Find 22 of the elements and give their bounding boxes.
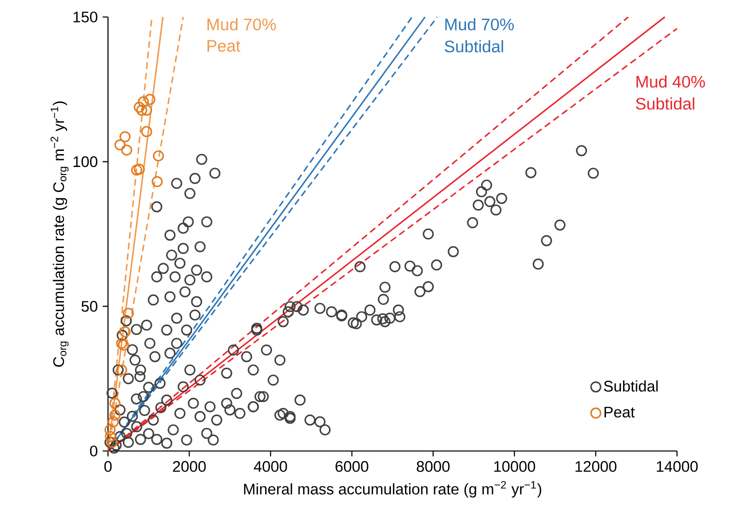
y-tick-label: 50 <box>82 300 98 312</box>
legend-label: Subtidal <box>604 380 658 392</box>
annotation: Subtidal <box>636 97 694 110</box>
text: C$_{org}$ accumulation rate (g C$_{org}$ m$^{−2}$ yr$^{−1}$) <box>50 101 69 367</box>
x-tick-label: 2000 <box>173 461 206 472</box>
annotation: Subtidal <box>444 40 504 52</box>
y-tick-label: 0 <box>90 446 98 456</box>
x-tick-label: 12000 <box>576 461 616 472</box>
x-tick-label: 6000 <box>336 461 368 472</box>
x-axis-title: Mineral mass accumulation rate (g m$^{−2}$ yr$^{−1}$) <box>244 481 542 498</box>
x-tick-label: 14000 <box>656 461 698 472</box>
x-tick-label: 4000 <box>254 461 288 472</box>
annotation: Mud 40% <box>636 75 705 88</box>
legend-label: Peat <box>604 406 635 418</box>
x-tick-label: 0 <box>104 461 112 472</box>
annotation: Mud 70% <box>445 18 514 30</box>
x-tick-label: 10000 <box>494 461 536 472</box>
annotation: Mud 70% <box>207 18 276 30</box>
annotation: Peat <box>207 40 240 52</box>
y-tick-label: 100 <box>74 156 98 168</box>
y-tick-label: 150 <box>74 12 98 22</box>
x-tick-label: 8000 <box>416 461 450 472</box>
